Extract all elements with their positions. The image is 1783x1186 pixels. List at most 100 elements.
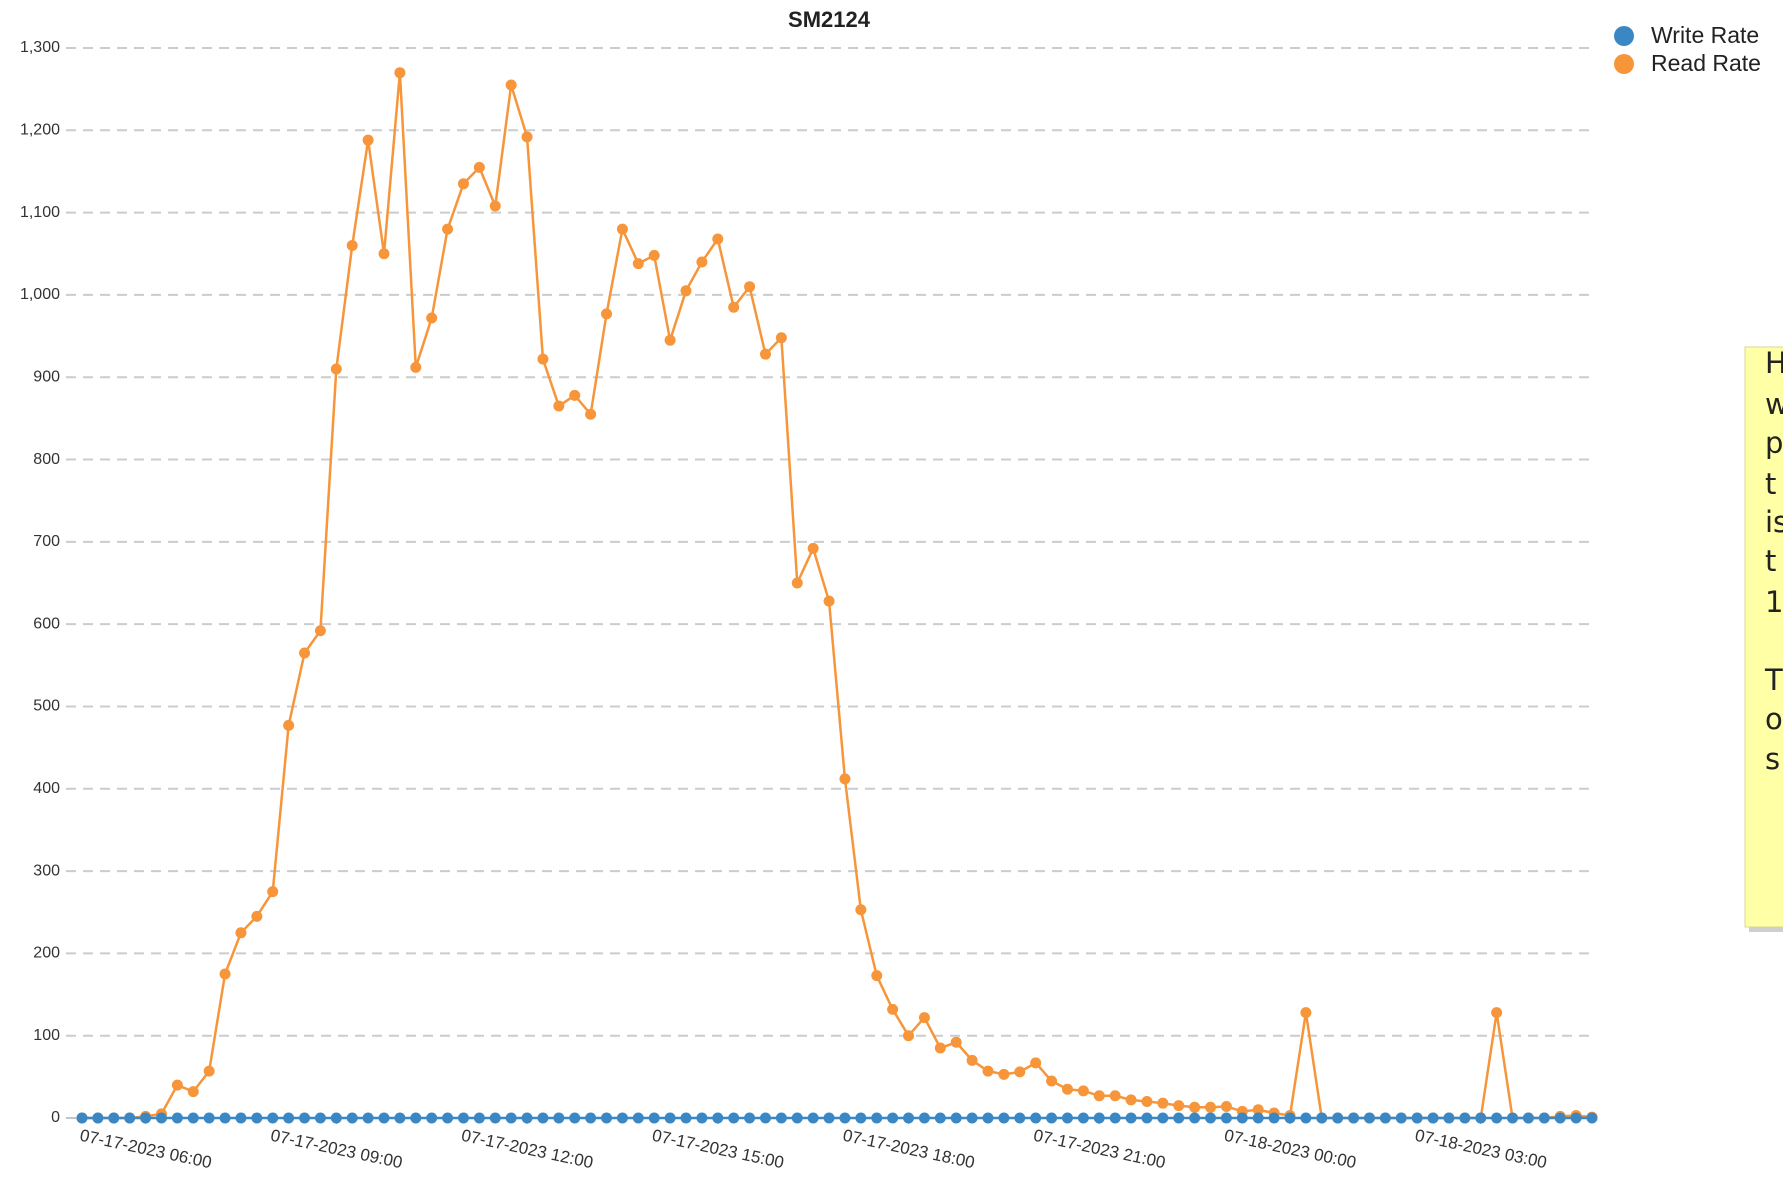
data-point (839, 773, 851, 785)
data-point (1030, 1057, 1042, 1069)
data-point (648, 249, 660, 261)
data-point (1363, 1112, 1375, 1124)
data-point (1173, 1112, 1185, 1124)
data-point (267, 886, 279, 898)
series-line (82, 72, 1593, 1120)
data-point (251, 1112, 263, 1124)
data-point (918, 1112, 930, 1124)
data-point (410, 1112, 422, 1124)
data-point (712, 1112, 724, 1124)
data-point (457, 1112, 469, 1124)
data-point (473, 161, 485, 173)
data-point (1205, 1112, 1217, 1124)
data-point (235, 1112, 247, 1124)
data-point (791, 1112, 803, 1124)
data-point (187, 1112, 199, 1124)
data-point (585, 1112, 597, 1124)
data-point (537, 353, 549, 365)
data-point (728, 301, 740, 313)
data-point (1252, 1104, 1264, 1116)
data-point (1077, 1085, 1089, 1097)
y-tick-label: 1,200 (20, 122, 60, 139)
y-tick-label: 300 (33, 862, 60, 879)
note-text: w (1765, 387, 1783, 421)
data-point (728, 1112, 740, 1124)
data-point (378, 248, 390, 260)
data-point (1093, 1112, 1105, 1124)
data-point (903, 1112, 915, 1124)
data-point (1093, 1090, 1105, 1102)
data-point (442, 223, 454, 235)
data-point (1348, 1112, 1360, 1124)
data-point (680, 285, 692, 297)
note-text: H (1765, 346, 1783, 380)
data-point (1157, 1112, 1169, 1124)
data-point (426, 1112, 438, 1124)
data-point (601, 308, 613, 320)
data-point (1125, 1112, 1137, 1124)
data-point (378, 1112, 390, 1124)
legend-marker (1614, 54, 1634, 74)
data-point (791, 577, 803, 589)
data-point (140, 1112, 152, 1124)
data-point (1220, 1100, 1232, 1112)
data-point (314, 1112, 326, 1124)
x-tick-label: 07-17-2023 06:00 (78, 1126, 213, 1172)
data-point (1554, 1112, 1566, 1124)
data-point (982, 1112, 994, 1124)
x-tick-label: 07-18-2023 03:00 (1413, 1126, 1548, 1172)
data-point (1252, 1112, 1264, 1124)
data-point (76, 1112, 88, 1124)
data-point (1109, 1090, 1121, 1102)
data-point (1061, 1112, 1073, 1124)
data-point (521, 1112, 533, 1124)
y-tick-label: 400 (33, 780, 60, 797)
data-point (187, 1086, 199, 1098)
data-point (775, 332, 787, 344)
data-point (982, 1065, 994, 1077)
data-point (807, 1112, 819, 1124)
data-point (950, 1112, 962, 1124)
data-point (394, 1112, 406, 1124)
data-point (346, 240, 358, 252)
data-point (124, 1112, 136, 1124)
data-point (1141, 1112, 1153, 1124)
data-point (92, 1112, 104, 1124)
data-point (505, 1112, 517, 1124)
data-point (998, 1068, 1010, 1080)
data-point (1014, 1066, 1026, 1078)
data-point (1157, 1097, 1169, 1109)
data-point (1300, 1112, 1312, 1124)
legend-marker (1614, 26, 1634, 46)
data-point (442, 1112, 454, 1124)
data-point (1046, 1075, 1058, 1087)
data-point (1491, 1112, 1503, 1124)
data-point (616, 1112, 628, 1124)
data-point (1586, 1112, 1598, 1124)
data-point (744, 1112, 756, 1124)
y-tick-label: 0 (51, 1109, 60, 1126)
note-text: o (1765, 702, 1783, 736)
data-point (1475, 1112, 1487, 1124)
data-point (569, 389, 581, 401)
data-point (1332, 1112, 1344, 1124)
data-point (887, 1112, 899, 1124)
data-point (1030, 1112, 1042, 1124)
y-tick-label: 500 (33, 698, 60, 715)
data-point (299, 1112, 311, 1124)
data-point (283, 1112, 295, 1124)
data-point (219, 968, 231, 980)
note-text: T (1764, 663, 1783, 697)
data-point (1427, 1112, 1439, 1124)
data-point (648, 1112, 660, 1124)
data-point (235, 927, 247, 939)
note-box (1744, 346, 1783, 928)
data-point (632, 258, 644, 270)
data-point (314, 625, 326, 637)
data-point (664, 1112, 676, 1124)
note-shadow (1749, 927, 1783, 932)
data-point (759, 1112, 771, 1124)
data-point (871, 1112, 883, 1124)
data-point (362, 1112, 374, 1124)
